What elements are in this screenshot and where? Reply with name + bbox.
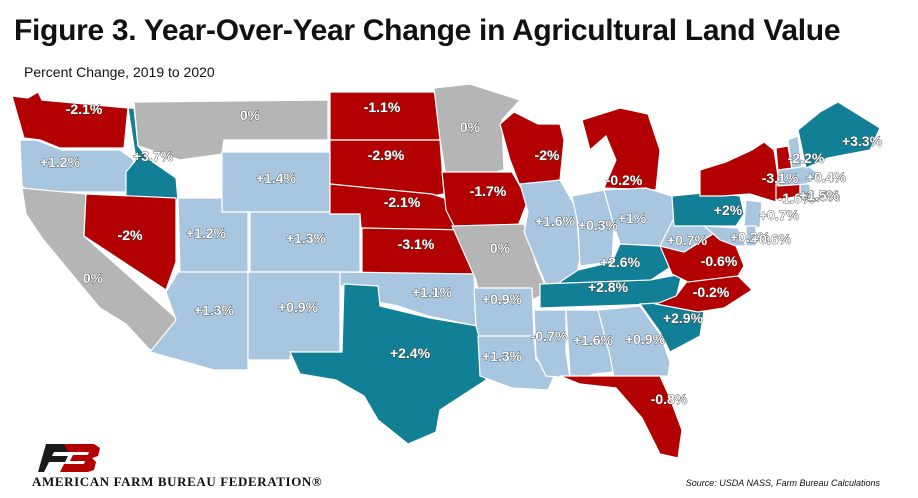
state-la	[477, 335, 557, 391]
farm-bureau-logo-icon	[38, 444, 100, 472]
state-label-la: +1.3%	[482, 348, 523, 364]
state-label-nm: +0.9%	[278, 299, 319, 315]
state-label-tx: +2.4%	[390, 345, 431, 361]
state-label-va: -0.6%	[701, 253, 738, 269]
state-nj	[743, 199, 763, 229]
state-nm	[247, 271, 341, 361]
state-label-nh: +0.4%	[806, 169, 847, 185]
organization-name: AMERICAN FARM BUREAU FEDERATION®	[32, 474, 323, 489]
state-label-nd: -1.1%	[364, 99, 401, 115]
state-ia	[441, 171, 529, 227]
state-tx	[289, 283, 487, 445]
source-note: Source: USDA NASS, Farm Bureau Calculati…	[685, 478, 880, 488]
state-md	[702, 225, 747, 247]
state-label-de: +0.6%	[751, 231, 792, 247]
state-label-ms: -0.7%	[531, 328, 568, 344]
state-label-ar: +0.9%	[482, 291, 523, 307]
state-fl	[559, 375, 683, 459]
state-label-az: +1.3%	[194, 302, 235, 318]
state-wi	[499, 111, 565, 187]
state-ma	[777, 165, 824, 187]
state-label-ct: -1.6%	[778, 190, 815, 206]
state-label-id: +3.7%	[133, 148, 174, 164]
state-label-ny: -3.1%	[762, 170, 799, 186]
state-label-ga: +0.9%	[625, 331, 666, 347]
state-label-il: +1.6%	[535, 213, 576, 229]
state-label-in: +0.3%	[578, 217, 619, 233]
state-label-wi: -2%	[535, 147, 560, 163]
state-label-md: +0.2%	[730, 229, 771, 245]
state-label-nc: -0.2%	[693, 284, 730, 300]
state-label-ut: +1.2%	[186, 225, 227, 241]
state-label-ok: +1.1%	[412, 284, 453, 300]
state-label-vt: -2.2%	[788, 150, 825, 166]
state-label-ne: -2.1%	[384, 194, 421, 210]
state-de	[745, 225, 757, 247]
state-label-tn: +2.8%	[588, 279, 629, 295]
state-label-ca: 0%	[83, 270, 104, 286]
state-nv	[83, 193, 177, 291]
state-mt	[133, 99, 329, 161]
state-label-ks: -3.1%	[398, 236, 435, 252]
state-label-wa: -2.1%	[66, 101, 103, 117]
state-label-mo: 0%	[490, 240, 511, 256]
state-sd	[329, 139, 445, 197]
state-label-ky: +2.6%	[600, 254, 641, 270]
state-label-me: +3.3%	[842, 133, 883, 149]
state-label-sc: +2.9%	[663, 310, 704, 326]
page-title: Figure 3. Year-Over-Year Change in Agric…	[14, 14, 841, 47]
state-label-fl: -0.8%	[651, 391, 688, 407]
state-me	[797, 101, 881, 169]
state-label-nj: +0.7%	[759, 207, 800, 223]
state-label-co: +1.3%	[286, 230, 327, 246]
map-subtitle: Percent Change, 2019 to 2020	[24, 64, 215, 80]
state-label-ia: -1.7%	[470, 183, 507, 199]
state-label-ma: +1.5%	[799, 187, 840, 203]
state-label-wy: +1.4%	[256, 170, 297, 186]
state-label-ri: +1.5%	[800, 188, 841, 204]
state-label-wv: +0.7%	[667, 232, 708, 248]
state-label-mt: 0%	[240, 107, 261, 123]
state-mn	[433, 83, 522, 177]
state-wa	[11, 91, 129, 149]
state-label-al: +1.6%	[573, 332, 614, 348]
state-label-or: +1.2%	[40, 154, 81, 170]
state-nc	[653, 275, 753, 313]
state-label-nv: -2%	[118, 227, 143, 243]
state-label-oh: +1%	[618, 210, 647, 226]
state-label-mi: -0.2%	[606, 172, 643, 188]
state-ga	[597, 305, 671, 379]
state-label-pa: +2%	[714, 202, 743, 218]
state-label-mn: 0%	[460, 119, 481, 135]
state-label-sd: -2.9%	[368, 147, 405, 163]
